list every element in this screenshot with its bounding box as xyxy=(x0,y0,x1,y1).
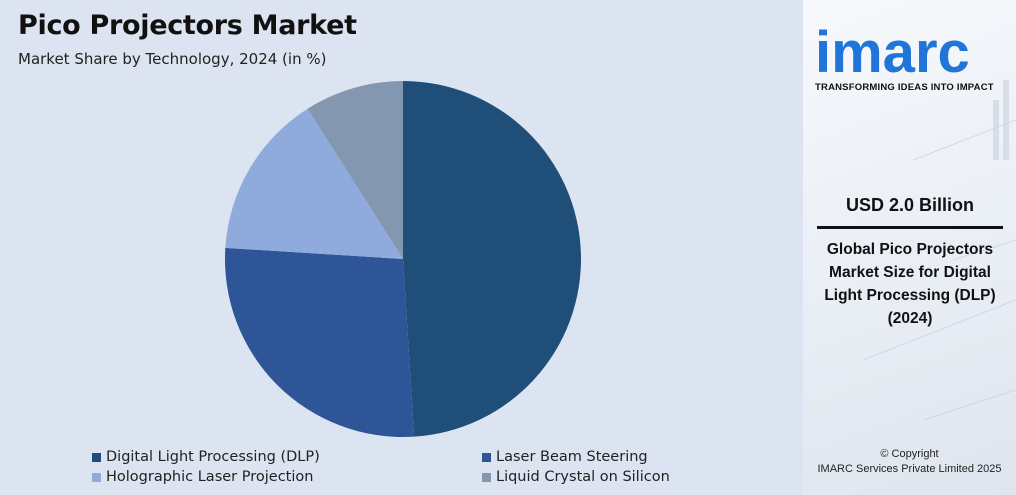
background-decoration xyxy=(862,80,1016,421)
legend-label: Liquid Crystal on Silicon xyxy=(496,469,670,485)
logo-wordmark: imarc xyxy=(815,22,970,78)
copyright-notice: © Copyright IMARC Services Private Limit… xyxy=(803,447,1016,477)
market-size-description: Global Pico Projectors Market Size for D… xyxy=(824,241,996,327)
stat-divider xyxy=(817,226,1003,229)
legend-swatch xyxy=(92,452,101,462)
legend-swatch xyxy=(92,472,101,482)
pie-slice-1 xyxy=(224,247,415,437)
pie-slice-3 xyxy=(307,81,403,259)
legend-item-0: Digital Light Processing (DLP) xyxy=(92,449,320,465)
pie-chart xyxy=(224,81,581,437)
legend-swatch xyxy=(482,452,491,462)
legend-label: Laser Beam Steering xyxy=(496,449,648,465)
legend-item-2: Holographic Laser Projection xyxy=(92,469,313,485)
pie-slice-0 xyxy=(403,81,581,437)
info-sidebar: imarc TRANSFORMING IDEAS INTO IMPACT USD… xyxy=(803,0,1016,495)
legend-label: Holographic Laser Projection xyxy=(106,469,314,485)
legend-label: Digital Light Processing (DLP) xyxy=(106,449,320,465)
imarc-logo: imarc xyxy=(815,22,970,78)
pie-slice-2 xyxy=(225,108,403,260)
copyright-line-2: IMARC Services Private Limited 2025 xyxy=(817,463,1002,475)
chart-subtitle: Market Share by Technology, 2024 (in %) xyxy=(18,50,327,68)
legend-item-1: Laser Beam Steering xyxy=(482,449,648,465)
legend-swatch xyxy=(482,472,491,482)
copyright-line-1: © Copyright xyxy=(880,448,939,460)
legend-item-3: Liquid Crystal on Silicon xyxy=(482,469,670,485)
brand-tagline: TRANSFORMING IDEAS INTO IMPACT xyxy=(815,82,994,93)
chart-title: Pico Projectors Market xyxy=(18,10,357,41)
market-size-value: USD 2.0 Billion xyxy=(845,195,975,215)
chart-panel: Pico Projectors Market Market Share by T… xyxy=(0,0,803,495)
